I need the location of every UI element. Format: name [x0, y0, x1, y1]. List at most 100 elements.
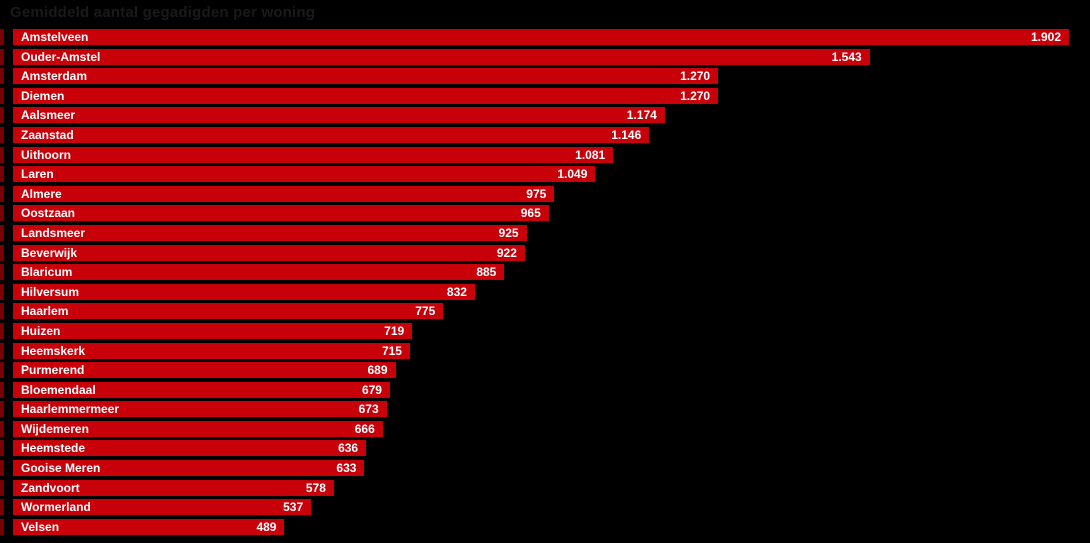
- bar-category-label: Oostzaan: [21, 206, 76, 221]
- bar: Landsmeer 925: [13, 224, 527, 241]
- bar-category-label: Blaricum: [21, 265, 73, 280]
- bar: Ouder-Amstel 1.543: [13, 48, 870, 65]
- axis-tick: [0, 401, 4, 418]
- bar: Almere 975: [13, 185, 555, 202]
- axis-tick: [0, 283, 4, 300]
- bar-category-label: Aalsmeer: [21, 108, 76, 123]
- bar-row: Velsen 489: [0, 518, 1090, 535]
- bar: Beverwijk 922: [13, 244, 525, 261]
- bar-row: Amstelveen 1.902: [0, 29, 1090, 45]
- bar: Oostzaan 965: [13, 205, 549, 222]
- bar-value-label: 689: [367, 363, 388, 378]
- bar-value-label: 537: [283, 500, 304, 515]
- bar: Laren 1.049: [13, 166, 596, 183]
- bar-value-label: 775: [415, 304, 436, 319]
- bar: Diemen 1.270: [13, 87, 719, 104]
- bar-category-label: Beverwijk: [21, 245, 78, 260]
- bar-row: Gooise Meren 633: [0, 460, 1090, 477]
- bar-value-label: 1.270: [680, 69, 711, 84]
- bar-value-label: 578: [305, 480, 326, 495]
- bar-category-label: Wormerland: [21, 500, 91, 515]
- bar-row: Beverwijk 922: [0, 244, 1090, 261]
- bar-row: Zandvoort 578: [0, 479, 1090, 496]
- axis-tick: [0, 420, 4, 437]
- bar: Velsen 489: [13, 518, 285, 535]
- bar-category-label: Wijdemeren: [21, 421, 89, 436]
- bar: Aalsmeer 1.174: [13, 107, 665, 124]
- bar-category-label: Hilversum: [21, 284, 80, 299]
- bar-value-label: 666: [354, 421, 375, 436]
- bar-category-label: Haarlemmermeer: [21, 402, 120, 417]
- bar-value-label: 885: [476, 265, 497, 280]
- axis-tick: [0, 107, 4, 124]
- bar-row: Almere 975: [0, 185, 1090, 202]
- bar-row: Oostzaan 965: [0, 205, 1090, 222]
- bar-value-label: 1.146: [611, 127, 642, 142]
- bar-category-label: Velsen: [21, 519, 60, 534]
- bar-row: Haarlemmermeer 673: [0, 401, 1090, 418]
- bar: Haarlem 775: [13, 303, 444, 320]
- bar-value-label: 489: [256, 519, 277, 534]
- axis-tick: [0, 460, 4, 477]
- bar-row: Purmerend 689: [0, 362, 1090, 379]
- axis-tick: [0, 146, 4, 163]
- axis-tick: [0, 362, 4, 379]
- bar-category-label: Diemen: [21, 88, 65, 103]
- bar-row: Wijdemeren 666: [0, 420, 1090, 437]
- bar-category-label: Almere: [21, 186, 62, 201]
- axis-tick: [0, 205, 4, 222]
- bar-value-label: 922: [496, 245, 517, 260]
- bar-row: Uithoorn 1.081: [0, 146, 1090, 163]
- axis-tick: [0, 244, 4, 261]
- bar-value-label: 832: [446, 284, 467, 299]
- bar-value-label: 925: [498, 225, 519, 240]
- bar-value-label: 1.543: [831, 49, 862, 64]
- axis-tick: [0, 303, 4, 320]
- axis-tick: [0, 87, 4, 104]
- bar: Blaricum 885: [13, 264, 505, 281]
- bar: Haarlemmermeer 673: [13, 401, 387, 418]
- bar-value-label: 965: [520, 206, 541, 221]
- bar-value-label: 679: [361, 382, 382, 397]
- bar-category-label: Laren: [21, 167, 54, 182]
- bar-row: Diemen 1.270: [0, 87, 1090, 104]
- bar-row: Ouder-Amstel 1.543: [0, 48, 1090, 65]
- bar-value-label: 719: [384, 323, 405, 338]
- bar-value-label: 633: [336, 461, 357, 476]
- axis-tick: [0, 440, 4, 457]
- bar-rows: Amstelveen 1.902 Ouder-Amstel 1.543 Amsterda…: [0, 29, 1090, 535]
- axis-tick: [0, 166, 4, 183]
- bar: Purmerend 689: [13, 362, 396, 379]
- bar: Wijdemeren 666: [13, 420, 383, 437]
- bar: Zaanstad 1.146: [13, 126, 650, 143]
- bar-row: Bloemendaal 679: [0, 381, 1090, 398]
- bar-value-label: 1.902: [1030, 30, 1061, 44]
- axis-tick: [0, 322, 4, 339]
- bar: Amstelveen 1.902: [13, 29, 1069, 45]
- chart-title: Gemiddeld aantal gegadigden per woning: [10, 4, 316, 21]
- bar: Huizen 719: [13, 322, 413, 339]
- bar-row: Laren 1.049: [0, 166, 1090, 183]
- axis-tick: [0, 126, 4, 143]
- bar-row: Huizen 719: [0, 322, 1090, 339]
- bar-row: Heemstede 636: [0, 440, 1090, 457]
- bar-row: Landsmeer 925: [0, 224, 1090, 241]
- bar-value-label: 636: [338, 441, 359, 456]
- bar-category-label: Amstelveen: [21, 30, 89, 44]
- bar: Heemskerk 715: [13, 342, 410, 359]
- bar-category-label: Haarlem: [21, 304, 69, 319]
- bar-value-label: 1.049: [557, 167, 588, 182]
- axis-tick: [0, 68, 4, 85]
- bar-category-label: Heemskerk: [21, 343, 86, 358]
- bar-category-label: Amsterdam: [21, 69, 88, 84]
- axis-tick: [0, 342, 4, 359]
- bar-value-label: 673: [358, 402, 379, 417]
- bar-value-label: 715: [381, 343, 402, 358]
- bar: Wormerland 537: [13, 499, 312, 516]
- bar-category-label: Huizen: [21, 323, 61, 338]
- bar-value-label: 975: [526, 186, 547, 201]
- axis-tick: [0, 479, 4, 496]
- bar: Hilversum 832: [13, 283, 475, 300]
- axis-tick: [0, 48, 4, 65]
